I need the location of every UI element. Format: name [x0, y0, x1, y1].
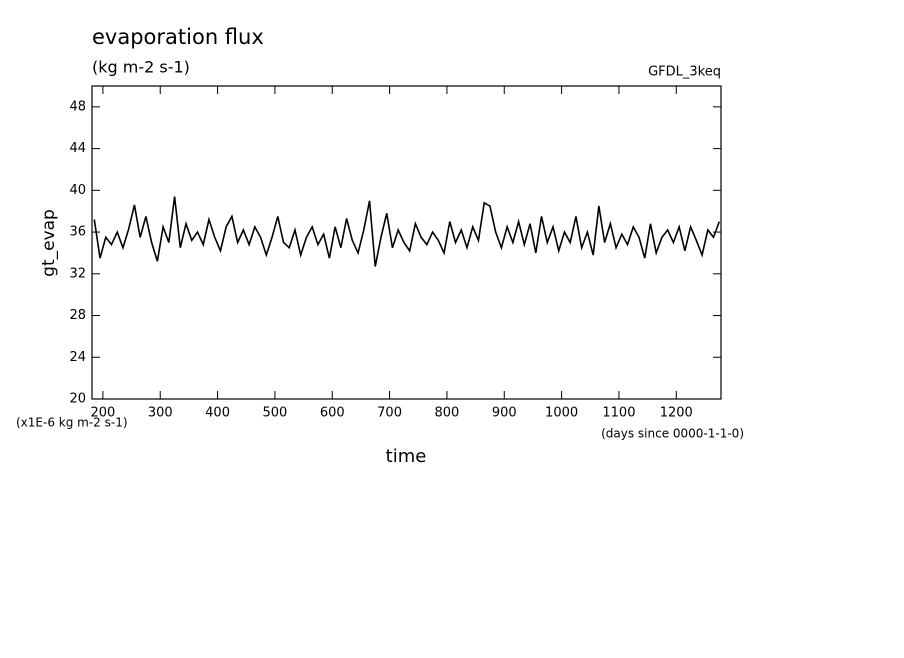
x-axis-label: time — [386, 446, 427, 467]
x-tick-label: 700 — [377, 406, 402, 421]
x-tick-label: 400 — [205, 406, 230, 421]
y-tick-label: 24 — [69, 350, 86, 365]
x-tick-label: 900 — [492, 406, 517, 421]
x-tick-label: 500 — [262, 406, 287, 421]
y-tick-label: 28 — [69, 308, 86, 323]
x-units: (days since 0000-1-1-0) — [601, 427, 744, 441]
y-tick-label: 44 — [69, 141, 86, 156]
x-tick-label: 1000 — [545, 406, 578, 421]
y-tick-label: 40 — [69, 183, 86, 198]
data-line — [93, 196, 721, 267]
y-tick-label: 36 — [69, 225, 86, 240]
chart-title: evaporation flux — [92, 25, 264, 49]
x-tick-label: 300 — [148, 406, 173, 421]
y-units: (x1E-6 kg m-2 s-1) — [16, 416, 128, 430]
y-tick-label: 20 — [69, 392, 86, 407]
x-tick-label: 1200 — [660, 406, 693, 421]
x-tick-label: 200 — [90, 406, 115, 421]
plot-frame — [91, 85, 722, 400]
y-axis-label: gt_evap — [39, 209, 59, 277]
y-tick-label: 32 — [69, 266, 86, 281]
dataset-label: GFDL_3keq — [648, 65, 721, 80]
x-tick-label: 600 — [320, 406, 345, 421]
x-tick-label: 800 — [435, 406, 460, 421]
subtitle: (kg m-2 s-1) — [92, 58, 190, 77]
y-tick-label: 48 — [69, 99, 86, 114]
x-tick-label: 1100 — [602, 406, 635, 421]
